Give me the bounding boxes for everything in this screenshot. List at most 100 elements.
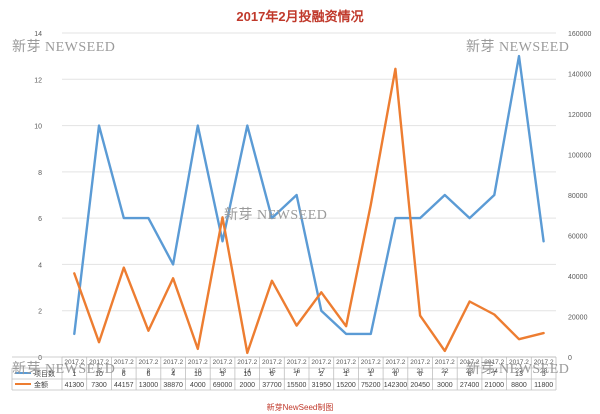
x-tick-label-day: 27 bbox=[515, 368, 523, 375]
x-tick-label-day: 15 bbox=[268, 368, 276, 375]
table-cell: 10 bbox=[194, 371, 202, 378]
table-cell: 7 bbox=[443, 371, 447, 378]
legend-label: 金额 bbox=[34, 380, 48, 389]
table-cell: 7 bbox=[492, 371, 496, 378]
right-tick-label: 20000 bbox=[568, 315, 588, 322]
table-cell: 6 bbox=[270, 371, 274, 378]
table-cell: 1 bbox=[369, 371, 373, 378]
legend-label: 项目数 bbox=[34, 369, 55, 378]
x-tick-label: 2017.2 bbox=[89, 359, 109, 366]
series-line-1 bbox=[73, 67, 545, 355]
x-tick-label-day: 28 bbox=[540, 368, 548, 375]
table-cell: 8800 bbox=[511, 382, 527, 389]
table-cell: 15500 bbox=[287, 382, 307, 389]
right-tick-label: 80000 bbox=[568, 193, 588, 200]
table-cell: 20450 bbox=[410, 382, 430, 389]
x-tick-label-day: 18 bbox=[342, 368, 350, 375]
table-cell: 69000 bbox=[213, 382, 233, 389]
right-tick-label: 0 bbox=[568, 355, 572, 362]
table-cell: 31950 bbox=[312, 382, 332, 389]
table-cell: 10 bbox=[243, 371, 251, 378]
left-axis-ticks: 0 2 4 6 8 10 12 14 bbox=[34, 31, 42, 362]
table-cell: 1 bbox=[72, 371, 76, 378]
table-cell: 10 bbox=[95, 371, 103, 378]
right-tick-label: 60000 bbox=[568, 234, 588, 241]
table-cell: 7 bbox=[295, 371, 299, 378]
x-tick-label-day: 14 bbox=[244, 368, 252, 375]
x-tick-label-day: 16 bbox=[293, 368, 301, 375]
x-tick-label-day: 8 bbox=[147, 368, 151, 375]
table-cell: 75200 bbox=[361, 382, 381, 389]
table-cell: 6 bbox=[122, 371, 126, 378]
left-tick-label: 2 bbox=[38, 309, 42, 316]
left-tick-label: 14 bbox=[34, 31, 42, 38]
watermark-top-right: 新芽 NEWSEED bbox=[466, 40, 570, 55]
data-table: 项目数 1 10 6 6 4 10 5 10 6 7 2 1 1 6 6 7 6 7 13 5金额 41300 7300 44… bbox=[11, 356, 557, 391]
x-tick-label-day: 3 bbox=[97, 368, 101, 375]
table-cell: 41300 bbox=[65, 382, 85, 389]
x-tick-label-day: 21 bbox=[417, 368, 425, 375]
left-tick-label: 0 bbox=[38, 355, 42, 362]
left-tick-label: 4 bbox=[38, 262, 42, 269]
table-cell: 27400 bbox=[460, 382, 480, 389]
table-cell: 3000 bbox=[437, 382, 453, 389]
table-cell: 5 bbox=[221, 371, 225, 378]
table-cell: 7300 bbox=[91, 382, 107, 389]
x-tick-label: 2017.2 bbox=[139, 359, 159, 366]
left-tick-label: 10 bbox=[34, 124, 42, 131]
table-cell: 13 bbox=[515, 371, 523, 378]
x-tick-label-day: 10 bbox=[194, 368, 202, 375]
x-tick-label-day: 6 bbox=[122, 368, 126, 375]
left-tick-label: 6 bbox=[38, 216, 42, 223]
x-tick-label: 2017.2 bbox=[213, 359, 233, 366]
x-tick-label-day: 9 bbox=[171, 368, 175, 375]
x-tick-label: 2017.2 bbox=[410, 359, 430, 366]
x-tick-label: 2017.2 bbox=[435, 359, 455, 366]
chart-title: 2017年2月投融资情况 bbox=[236, 9, 364, 24]
x-tick-label-day: 17 bbox=[318, 368, 326, 375]
series-lines bbox=[73, 54, 545, 355]
table-cell: 2000 bbox=[239, 382, 255, 389]
x-tick-label: 2017.2 bbox=[361, 359, 381, 366]
x-tick-label: 2017.2 bbox=[262, 359, 282, 366]
footer-credit: 新芽NewSeed制图 bbox=[266, 403, 334, 412]
x-tick-label-day: 24 bbox=[491, 368, 499, 375]
x-axis-ticks: 2017.2 1 2017.2 3 2017.2 6 2017.2 8 2017.2 9 2017.… bbox=[64, 359, 554, 375]
right-tick-label: 140000 bbox=[568, 72, 591, 79]
x-tick-label-day: 1 bbox=[73, 368, 77, 375]
x-tick-label: 2017.2 bbox=[311, 359, 331, 366]
table-cell: 2 bbox=[319, 371, 323, 378]
table-cell: 44157 bbox=[114, 382, 134, 389]
x-tick-label: 2017.2 bbox=[64, 359, 84, 366]
x-tick-label: 2017.2 bbox=[188, 359, 208, 366]
x-tick-label: 2017.2 bbox=[114, 359, 134, 366]
table-cell: 4 bbox=[171, 371, 175, 378]
x-tick-label-day: 22 bbox=[441, 368, 449, 375]
right-tick-label: 120000 bbox=[568, 112, 591, 119]
table-cell: 6 bbox=[146, 371, 150, 378]
x-tick-label-day: 20 bbox=[392, 368, 400, 375]
x-tick-label-day: 23 bbox=[466, 368, 474, 375]
x-tick-label: 2017.2 bbox=[386, 359, 406, 366]
right-tick-label: 40000 bbox=[568, 274, 588, 281]
watermark-center: 新芽 NEWSEED bbox=[224, 208, 328, 223]
table-cell: 21000 bbox=[485, 382, 505, 389]
right-tick-label: 160000 bbox=[568, 31, 591, 38]
table-cell: 6 bbox=[468, 371, 472, 378]
x-tick-label-day: 19 bbox=[367, 368, 375, 375]
left-tick-label: 12 bbox=[34, 77, 42, 84]
table-cell: 142300 bbox=[384, 382, 407, 389]
table-cell: 38870 bbox=[163, 382, 183, 389]
x-tick-label: 2017.2 bbox=[163, 359, 183, 366]
table-cell: 6 bbox=[418, 371, 422, 378]
table-cell: 37700 bbox=[262, 382, 282, 389]
x-tick-label: 2017.2 bbox=[287, 359, 307, 366]
watermark-top-left: 新芽 NEWSEED bbox=[12, 40, 116, 55]
right-tick-label: 100000 bbox=[568, 153, 591, 160]
table-cell: 15200 bbox=[336, 382, 356, 389]
table-cell: 1 bbox=[344, 371, 348, 378]
x-tick-label: 2017.2 bbox=[460, 359, 480, 366]
table-cell: 4000 bbox=[190, 382, 206, 389]
table-cell: 13000 bbox=[139, 382, 159, 389]
